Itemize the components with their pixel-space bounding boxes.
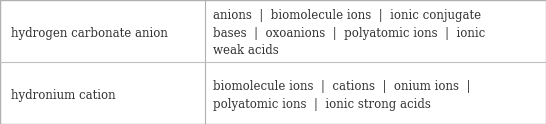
Text: hydrogen carbonate anion: hydrogen carbonate anion — [11, 27, 168, 40]
Text: hydronium cation: hydronium cation — [11, 89, 116, 102]
Text: anions  |  biomolecule ions  |  ionic conjugate
bases  |  oxoanions  |  polyatom: anions | biomolecule ions | ionic conjug… — [213, 9, 485, 58]
Text: biomolecule ions  |  cations  |  onium ions  |
polyatomic ions  |  ionic strong : biomolecule ions | cations | onium ions … — [213, 80, 470, 111]
